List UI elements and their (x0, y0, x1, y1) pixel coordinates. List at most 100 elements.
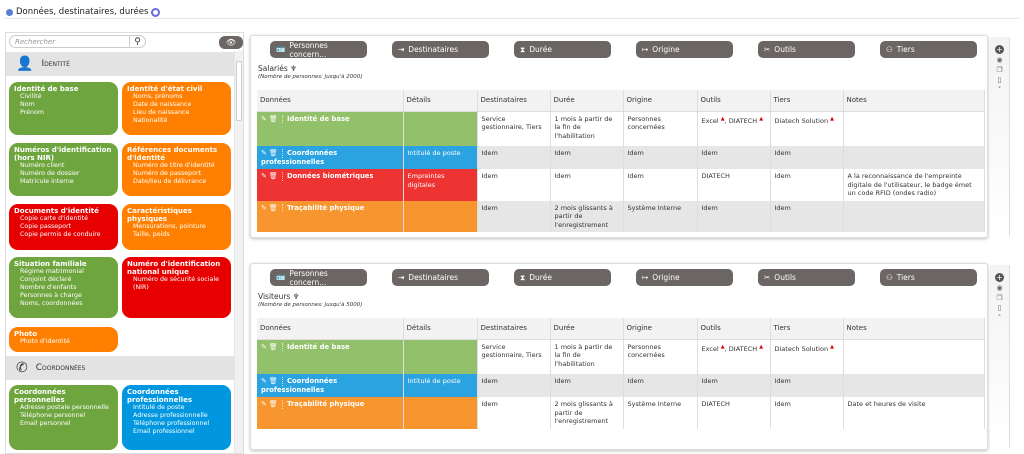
section-title: Identité (41, 59, 70, 69)
personnes-concern-button[interactable]: 🪪 Personnes concern... (270, 268, 367, 287)
column-header[interactable]: Notes (843, 90, 985, 112)
card-item: Conjoint déclaré (20, 276, 72, 283)
column-header[interactable]: Données (257, 318, 404, 340)
cell-text: Intitulé de poste (407, 377, 461, 385)
card-item: Nombre d'enfants (20, 284, 77, 291)
trash-icon[interactable]: 🗑 (268, 377, 278, 385)
cell-détails (403, 200, 478, 232)
data-category-card[interactable]: Caractéristiques physiques Mensurations, … (122, 204, 231, 250)
column-header[interactable]: Origine (623, 90, 698, 112)
data-category-card[interactable]: Numéros d'identification (hors NIR) Numér… (9, 143, 118, 196)
data-category-card[interactable]: Photo Photo d'identité (9, 327, 118, 352)
column-header[interactable]: Détails (403, 90, 478, 112)
trash-icon[interactable]: 🗑 (268, 114, 278, 123)
trash-icon[interactable]: 🗑 (268, 203, 278, 212)
edit-icon[interactable]: ✎ (261, 114, 269, 123)
eye-toggle-button[interactable]: 👁 (219, 36, 243, 49)
edit-icon[interactable]: ✎ (261, 400, 269, 408)
column-header[interactable]: Origine (623, 318, 698, 340)
data-category-card[interactable]: Références documents d'identité Numéro de… (122, 143, 231, 196)
destinatairesbutton[interactable]: ⇥ Destinataires (392, 269, 489, 286)
button-label: Personnes concern... (289, 40, 328, 59)
card-title: Photo (14, 330, 38, 338)
cell-notes: Date et heures de visite (843, 397, 985, 429)
column-header[interactable]: Outils (697, 318, 771, 340)
copy-icon[interactable]: ❐ (996, 294, 1003, 302)
data-category-card[interactable]: Coordonnées professionnelles Intitulé de … (122, 385, 231, 450)
edit-icon[interactable]: ✎ (261, 203, 269, 212)
section-header-coordonnees[interactable]: ✆ Coordonnées (6, 356, 234, 380)
column-header[interactable]: Destinataires (477, 90, 551, 112)
trash-icon[interactable]: 🗑 (268, 400, 278, 408)
originebutton[interactable]: ↦ Origine (636, 41, 733, 58)
column-header[interactable]: Outils (697, 90, 771, 112)
column-header[interactable]: Notes (843, 318, 985, 340)
people-icon: ⚇ (886, 273, 893, 282)
column-header[interactable]: Tiers (770, 90, 844, 112)
tiersbutton[interactable]: ⚇ Tiers (880, 41, 977, 58)
person-icon: 👤 (16, 56, 34, 72)
chevron-icon[interactable]: ˅ (997, 86, 1002, 94)
originebutton[interactable]: ↦ Origine (636, 269, 733, 286)
section-header-identite[interactable]: 👤 Identité (6, 52, 234, 76)
edit-icon[interactable]: ✎ (261, 377, 269, 385)
edit-icon[interactable]: ✎ (261, 172, 269, 180)
cell-text: Données biométriques (287, 172, 374, 180)
chevron-icon[interactable]: ˄ (997, 314, 1002, 322)
personnes-concern-button[interactable]: 🪪 Personnes concern... (270, 40, 367, 59)
search-input[interactable]: Rechercher ⚲ (9, 35, 146, 48)
id-card-icon: 🪪 (276, 273, 286, 282)
tiersbutton[interactable]: ⚇ Tiers (880, 269, 977, 286)
cell-notes (843, 111, 985, 146)
data-category-card[interactable]: Identité d'état civil Noms, prénoms Date d… (122, 82, 231, 135)
trash-icon[interactable]: ▯ (997, 304, 1002, 312)
column-header[interactable]: Destinataires (477, 318, 551, 340)
cell-text: Coordonnées professionnelles (261, 149, 338, 166)
button-label: Personnes concern... (289, 268, 328, 287)
refresh-icon[interactable] (151, 7, 161, 17)
cell-text: DIATECH (701, 400, 730, 408)
scrollbar[interactable] (234, 51, 243, 453)
data-category-card[interactable]: Documents d'identité Copie carte d'identi… (9, 204, 118, 250)
trash-icon[interactable]: 🗑 (268, 172, 278, 180)
eye-icon[interactable]: ◉ (996, 56, 1003, 64)
column-header[interactable]: Données (257, 90, 404, 112)
add-icon[interactable]: + (995, 273, 1004, 282)
cell-text: Idem (481, 149, 498, 157)
column-header[interactable]: Tiers (770, 318, 844, 340)
column-header[interactable]: Détails (403, 318, 478, 340)
eye-icon[interactable]: ◉ (996, 284, 1003, 292)
search-icon[interactable]: ⚲ (129, 36, 145, 47)
destinatairesbutton[interactable]: ⇥ Destinataires (392, 41, 489, 58)
column-header[interactable]: Durée (550, 318, 624, 340)
panel-title: Salariés ♆ (258, 64, 297, 73)
row-actions: ✎ 🗑 (261, 400, 283, 409)
data-category-card[interactable]: Situation familiale Régime matrimonial Con… (9, 257, 118, 318)
copy-icon[interactable]: ❐ (996, 66, 1003, 74)
edit-icon[interactable]: ✎ (261, 149, 269, 157)
card-item: Téléphone professionnel (133, 420, 210, 427)
outilsbutton[interactable]: ✂ Outils (758, 269, 855, 286)
outilsbutton[interactable]: ✂ Outils (758, 41, 855, 58)
trash-icon[interactable]: 🗑 (268, 342, 278, 351)
panel-subtitle: (Nombre de personnes: Jusqu'à 5000) (258, 302, 363, 308)
card-item: Copie passeport (20, 223, 72, 230)
duréebutton[interactable]: ⧗ Durée (514, 41, 611, 58)
panel-title-text: Salariés (258, 64, 288, 73)
data-category-card[interactable]: Identité de base Civilité Nom Prénom (9, 82, 118, 135)
card-title: Références documents d'identité (127, 146, 218, 162)
card-title: Identité d'état civil (127, 85, 203, 93)
column-header[interactable]: Durée (550, 90, 624, 112)
cell-text: Idem (774, 149, 791, 157)
data-category-card[interactable]: Numéro d'identification national unique N… (122, 257, 231, 318)
cell-origine: Personnes concernées (623, 111, 698, 146)
trash-icon[interactable]: ▯ (997, 76, 1002, 84)
cell-text: Système Interne (627, 400, 682, 408)
divider (5, 18, 1019, 19)
trash-icon[interactable]: 🗑 (268, 149, 278, 157)
card-title: Identité de base (14, 85, 79, 93)
add-icon[interactable]: + (995, 45, 1004, 54)
edit-icon[interactable]: ✎ (261, 342, 269, 351)
duréebutton[interactable]: ⧗ Durée (514, 269, 611, 286)
data-category-card[interactable]: Coordonnées personnelles Adresse postale … (9, 385, 118, 450)
